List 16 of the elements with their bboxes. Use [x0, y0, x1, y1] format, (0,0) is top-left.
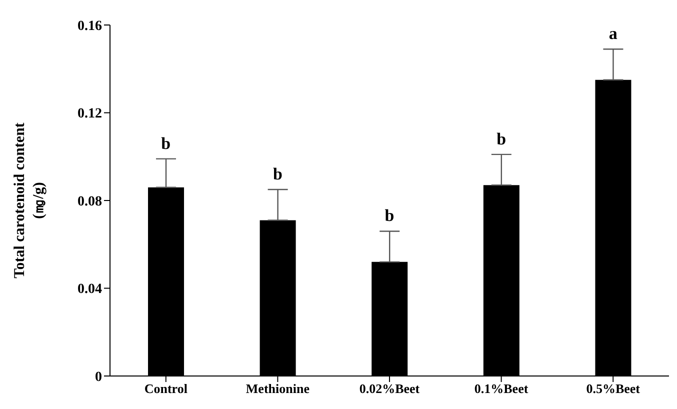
- x-tick-label: Control: [144, 381, 188, 396]
- y-tick-label: 0.08: [78, 194, 102, 210]
- x-tick-label: 0.02%Beet: [359, 381, 420, 396]
- annotation: b: [496, 129, 506, 148]
- y-tick-label: 0.16: [78, 18, 102, 34]
- annotation: a: [608, 24, 618, 44]
- annotation: b: [161, 134, 171, 153]
- annotation: b: [272, 164, 282, 184]
- x-tick-label: 0.1%Beet: [474, 381, 529, 396]
- annotation: b: [384, 206, 394, 226]
- y-tick-label: 0: [95, 370, 102, 385]
- y-tick-label: 0.12: [78, 106, 102, 122]
- x-tick-label: Methionine: [246, 381, 310, 396]
- x-tick-label: 0.5%Beet: [586, 381, 641, 396]
- y-axis-title: Total carotenoid content (㎎/g): [12, 122, 47, 278]
- y-tick-label: 0.04: [78, 282, 102, 298]
